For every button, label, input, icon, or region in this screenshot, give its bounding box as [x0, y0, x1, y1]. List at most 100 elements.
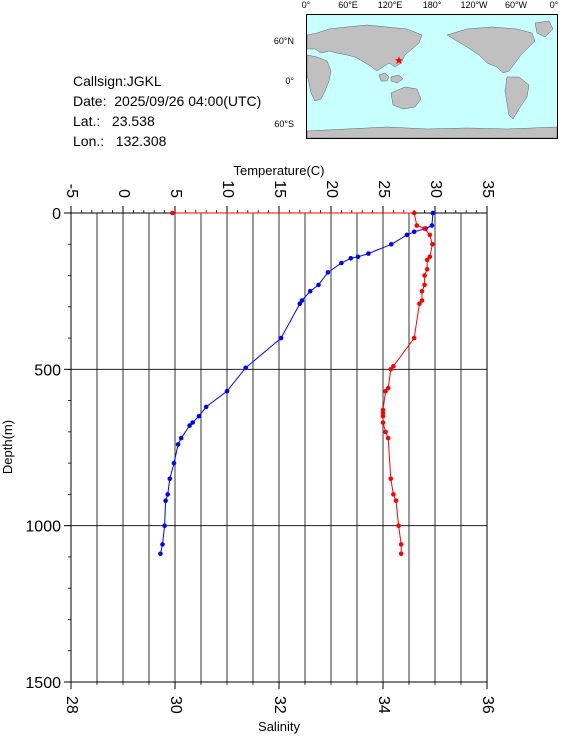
salinity-data-point: [393, 498, 399, 504]
salinity-data-point: [430, 242, 435, 247]
salinity-data-point: [170, 210, 175, 216]
temperature-data-point: [348, 255, 354, 261]
salinity-data-point: [383, 429, 388, 435]
map-right-label: 60°N: [274, 36, 294, 46]
temperature-tick-label: 10: [219, 180, 236, 198]
salinity-data-point: [396, 523, 401, 528]
salinity-data-point: [424, 267, 430, 272]
temperature-tick-label: 5: [167, 189, 184, 198]
depth-axis-label: Depth(m): [0, 420, 15, 474]
map-land-greenland: [534, 20, 554, 38]
salinity-data-point: [422, 226, 427, 231]
salinity-data-point: [411, 335, 417, 341]
map-top-label: 0°: [302, 0, 311, 10]
salinity-data-point: [380, 420, 386, 425]
chart-grid: [71, 213, 487, 682]
station-marker-icon: [394, 56, 403, 64]
salinity-data-point: [398, 551, 404, 557]
temperature-data-point: [224, 388, 230, 394]
temperature-data-point: [366, 251, 371, 256]
temperature-data-point: [278, 335, 284, 341]
temperature-tick-label: 30: [427, 180, 444, 198]
date-text: Date: 2025/09/26 04:00(UTC): [73, 93, 262, 109]
depth-tick-label: 500: [34, 362, 61, 379]
map-top-label: 60°W: [505, 0, 528, 10]
temperature-data-point: [307, 288, 313, 294]
temperature-data-point: [178, 435, 184, 441]
temperature-data-point: [404, 232, 410, 238]
salinity-data-point: [385, 385, 391, 391]
map-right-label: 60°S: [274, 119, 294, 129]
salinity-tick-label: 32: [271, 696, 288, 714]
temperature-tick-label: 20: [323, 180, 340, 198]
salinity-tick-label: 34: [375, 696, 392, 714]
salinity-tick-label: 30: [167, 696, 184, 714]
map-land-africa: [307, 54, 332, 102]
world-map: [306, 14, 558, 139]
temperature-tick-label: 35: [479, 180, 496, 198]
salinity-data-point: [388, 476, 394, 482]
temperature-data-point: [175, 442, 181, 447]
salinity-tick-label: 28: [63, 696, 80, 714]
map-right-label: 0°: [285, 76, 294, 86]
longitude-text: Lon.: 132.308: [73, 133, 167, 149]
salinity-data-point: [422, 273, 427, 278]
temperature-tick-label: 0: [115, 189, 132, 198]
temperature-data-point: [430, 210, 436, 216]
temperature-data-point: [325, 270, 331, 275]
temperature-data-point: [316, 282, 321, 288]
salinity-data-point: [391, 363, 396, 369]
temperature-data-point: [165, 492, 170, 497]
salinity-data-point: [411, 210, 417, 216]
temperature-tick-label: -5: [63, 184, 80, 198]
salinity-data-point: [385, 435, 391, 441]
map-land-south-america: [504, 76, 530, 120]
salinity-data-point: [427, 232, 433, 238]
station-info: Callsign:JGKL Date: 2025/09/26 04:00(UTC…: [73, 71, 261, 151]
map-top-label: 120°W: [460, 0, 488, 10]
map-land-seasia: [378, 72, 404, 84]
salinity-data-point: [388, 367, 394, 372]
temperature-data-point: [339, 260, 344, 266]
temperature-data-point: [355, 254, 361, 260]
salinity-data-point: [383, 388, 388, 394]
salinity-data-point: [391, 492, 396, 497]
temperature-tick-label: 25: [375, 180, 392, 198]
map-top-label: 120°E: [378, 0, 403, 10]
salinity-tick-label: 36: [479, 696, 496, 714]
map-labels: 0° 60°E 120°E 180° 120°W 60°W 0° 60°N 0°…: [274, 0, 559, 129]
map-top-label: 0°: [550, 0, 559, 10]
map-land-north-america: [446, 26, 536, 74]
map-top-label: 180°: [423, 0, 442, 10]
salinity-data-point: [380, 413, 386, 419]
salinity-axis-label: Salinity: [258, 719, 300, 734]
depth-tick-label: 1000: [25, 519, 61, 536]
salinity-data-point: [422, 282, 427, 288]
temperature-data-point: [297, 301, 303, 307]
latitude-text: Lat.: 23.538: [73, 113, 155, 129]
temperature-data-point: [196, 413, 202, 419]
salinity-data-point: [427, 254, 433, 260]
temperature-data-point: [167, 476, 173, 482]
temperature-data-point: [160, 542, 165, 547]
temperature-data-point: [411, 229, 417, 235]
salinity-data-point: [419, 288, 425, 294]
map-land-antarctica: [307, 126, 557, 138]
salinity-data-point: [419, 298, 425, 303]
temperature-data-point: [163, 498, 168, 504]
temperature-data-point: [203, 404, 209, 410]
temperature-data-point: [243, 365, 248, 371]
temperature-data-point: [162, 523, 167, 528]
salinity-data-point: [398, 542, 404, 547]
map-land-eurasia: [307, 24, 423, 72]
salinity-data-point: [424, 257, 430, 263]
depth-tick-label: 1500: [25, 675, 61, 692]
temperature-axis-label: Temperature(C): [233, 163, 324, 178]
map-top-label: 60°E: [338, 0, 358, 10]
salinity-data-point: [414, 223, 420, 228]
temperature-data-point: [429, 223, 435, 228]
callsign-text: Callsign:JGKL: [73, 73, 162, 89]
temperature-data-point: [190, 420, 195, 425]
